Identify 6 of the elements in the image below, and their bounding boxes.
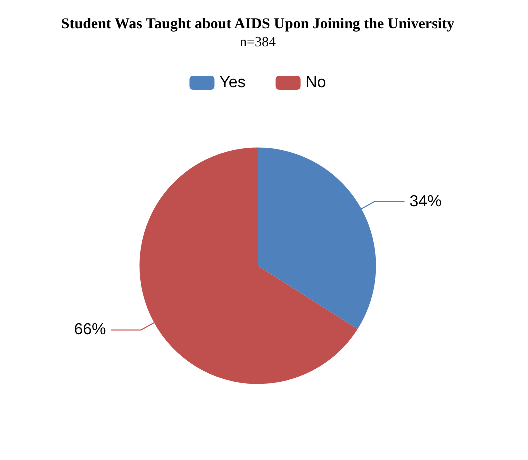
data-label: 34%: [410, 193, 442, 210]
chart-title: Student Was Taught about AIDS Upon Joining the University: [61, 16, 456, 32]
legend-label: Yes: [220, 74, 246, 92]
chart-subtitle: n=384: [240, 36, 276, 50]
legend-label: No: [306, 74, 326, 92]
data-label: 66%: [74, 322, 106, 339]
